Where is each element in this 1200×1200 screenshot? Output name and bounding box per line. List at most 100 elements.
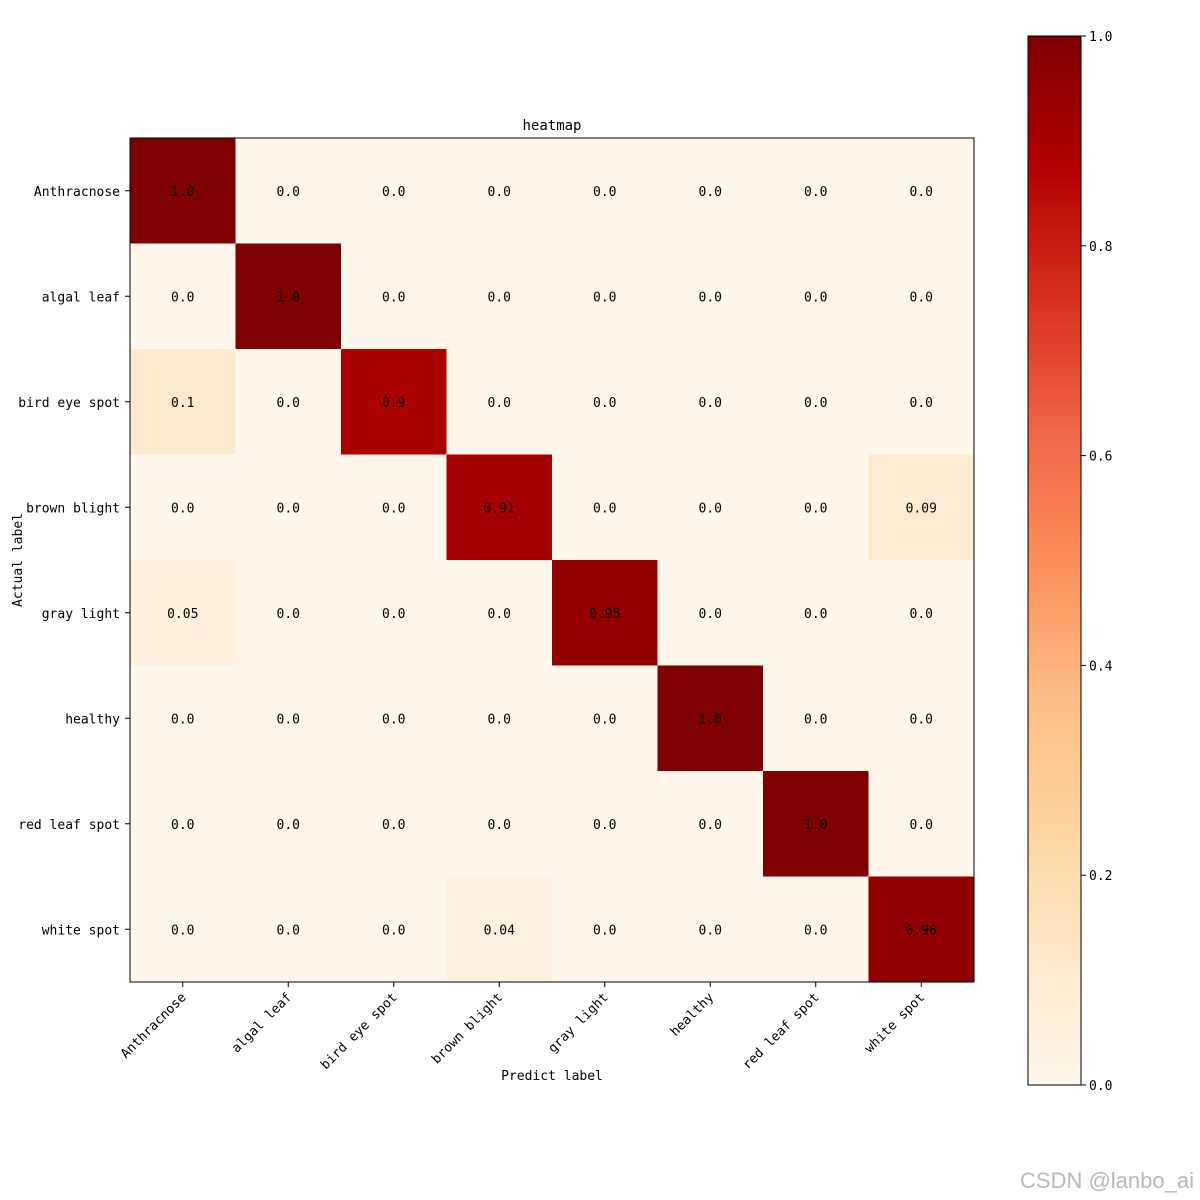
heatmap-cell [868, 454, 975, 561]
x-tick-label: healthy [668, 990, 717, 1039]
cell-value-label: 0.0 [382, 185, 405, 200]
heatmap-cell [552, 243, 658, 350]
heatmap-cell [657, 454, 764, 561]
heatmap-cell [130, 349, 236, 455]
heatmap-cell [552, 349, 658, 455]
cell-value-label: 0.0 [804, 396, 827, 411]
heatmap-cell [446, 560, 553, 666]
cell-value-label: 0.0 [382, 501, 405, 516]
heatmap-cell [446, 243, 553, 350]
heatmap-cell [868, 243, 975, 350]
y-axis-label: Actual label [11, 513, 26, 607]
heatmap-cell [130, 665, 236, 772]
cell-value-label: 0.0 [910, 607, 933, 622]
cell-value-label: 0.0 [699, 185, 722, 200]
cell-value-label: 0.0 [171, 501, 194, 516]
cell-value-label: 0.0 [699, 818, 722, 833]
heatmap-cell [657, 138, 764, 244]
cell-value-label: 0.0 [171, 712, 194, 727]
colorbar-tick-label: 0.4 [1089, 659, 1113, 674]
heatmap-cell [552, 876, 658, 983]
heatmap-cell [552, 771, 658, 877]
cell-value-label: 0.09 [906, 501, 937, 516]
cell-value-label: 0.0 [488, 290, 511, 305]
cell-value-label: 0.91 [484, 501, 515, 516]
cell-value-label: 0.0 [910, 712, 933, 727]
x-axis-label: Predict label [501, 1069, 603, 1084]
heatmap-cell-labels: 1.0 0.0 0.0 0.0 0.0 0.0 0.0 0.0 0.0 1.0 0.0 0.0 0.0 0… [167, 185, 937, 939]
heatmap-cell [341, 560, 447, 666]
cell-value-label: 0.96 [906, 923, 937, 938]
heatmap-cell [552, 560, 658, 666]
heatmap-cell [763, 560, 869, 666]
cell-value-label: 0.0 [382, 607, 405, 622]
cell-value-label: 0.9 [382, 396, 405, 411]
cell-value-label: 0.0 [804, 923, 827, 938]
y-tick-label: red leaf spot [18, 818, 120, 833]
heatmap-cell [446, 665, 553, 772]
heatmap-cell [341, 665, 447, 772]
heatmap-cell [235, 349, 342, 455]
cell-value-label: 0.0 [277, 396, 300, 411]
cell-value-label: 0.0 [593, 818, 616, 833]
x-tick-label: gray light [546, 990, 612, 1056]
colorbar-tick-label: 0.0 [1089, 1079, 1112, 1094]
heatmap-cell [763, 876, 869, 983]
cell-value-label: 0.04 [484, 923, 515, 938]
cell-value-label: 0.0 [699, 290, 722, 305]
cell-value-label: 1.0 [277, 290, 300, 305]
cell-value-label: 0.0 [804, 607, 827, 622]
heatmap-cell [341, 349, 447, 455]
heatmap-cell [763, 243, 869, 350]
heatmap-cell [552, 138, 658, 244]
cell-value-label: 0.0 [593, 290, 616, 305]
cell-value-label: 1.0 [804, 818, 827, 833]
cell-value-label: 0.0 [277, 185, 300, 200]
cell-value-label: 0.0 [804, 501, 827, 516]
chart-title: heatmap [522, 118, 581, 134]
cell-value-label: 0.0 [171, 818, 194, 833]
heatmap-cell [235, 454, 342, 561]
y-tick-label: brown blight [26, 501, 120, 516]
heatmap-cell [763, 771, 869, 877]
cell-value-label: 0.0 [804, 290, 827, 305]
cell-value-label: 0.0 [277, 607, 300, 622]
colorbar-tick-label: 0.6 [1089, 450, 1112, 465]
heatmap-cells [130, 138, 975, 983]
cell-value-label: 0.0 [488, 185, 511, 200]
cell-value-label: 0.0 [910, 185, 933, 200]
cell-value-label: 0.0 [488, 607, 511, 622]
heatmap-cell [130, 454, 236, 561]
y-tick-label: algal leaf [42, 290, 120, 305]
cell-value-label: 0.0 [277, 923, 300, 938]
heatmap-cell [657, 876, 764, 983]
cell-value-label: 0.0 [277, 712, 300, 727]
heatmap-cell [235, 665, 342, 772]
heatmap-cell [868, 665, 975, 772]
heatmap-cell [763, 454, 869, 561]
heatmap-cell [341, 771, 447, 877]
heatmap-cell [235, 138, 342, 244]
cell-value-label: 0.0 [593, 712, 616, 727]
heatmap-cell [763, 665, 869, 772]
cell-value-label: 0.0 [593, 396, 616, 411]
cell-value-label: 0.0 [699, 923, 722, 938]
cell-value-label: 0.0 [593, 501, 616, 516]
cell-value-label: 0.0 [699, 396, 722, 411]
cell-value-label: 0.0 [488, 712, 511, 727]
cell-value-label: 0.0 [171, 290, 194, 305]
cell-value-label: 1.0 [171, 185, 194, 200]
watermark: CSDN @lanbo_ai [1020, 1168, 1194, 1193]
heatmap-cell [657, 665, 764, 772]
y-tick-label: gray light [42, 607, 120, 622]
x-tick-label: brown blight [429, 990, 506, 1067]
heatmap-cell [763, 138, 869, 244]
y-tick-label: healthy [65, 712, 120, 727]
heatmap-cell [341, 243, 447, 350]
heatmap-cell [868, 560, 975, 666]
cell-value-label: 0.0 [277, 818, 300, 833]
colorbar-gradient [1027, 35, 1082, 1086]
x-tick-label: bird eye spot [318, 990, 401, 1073]
cell-value-label: 0.0 [382, 712, 405, 727]
